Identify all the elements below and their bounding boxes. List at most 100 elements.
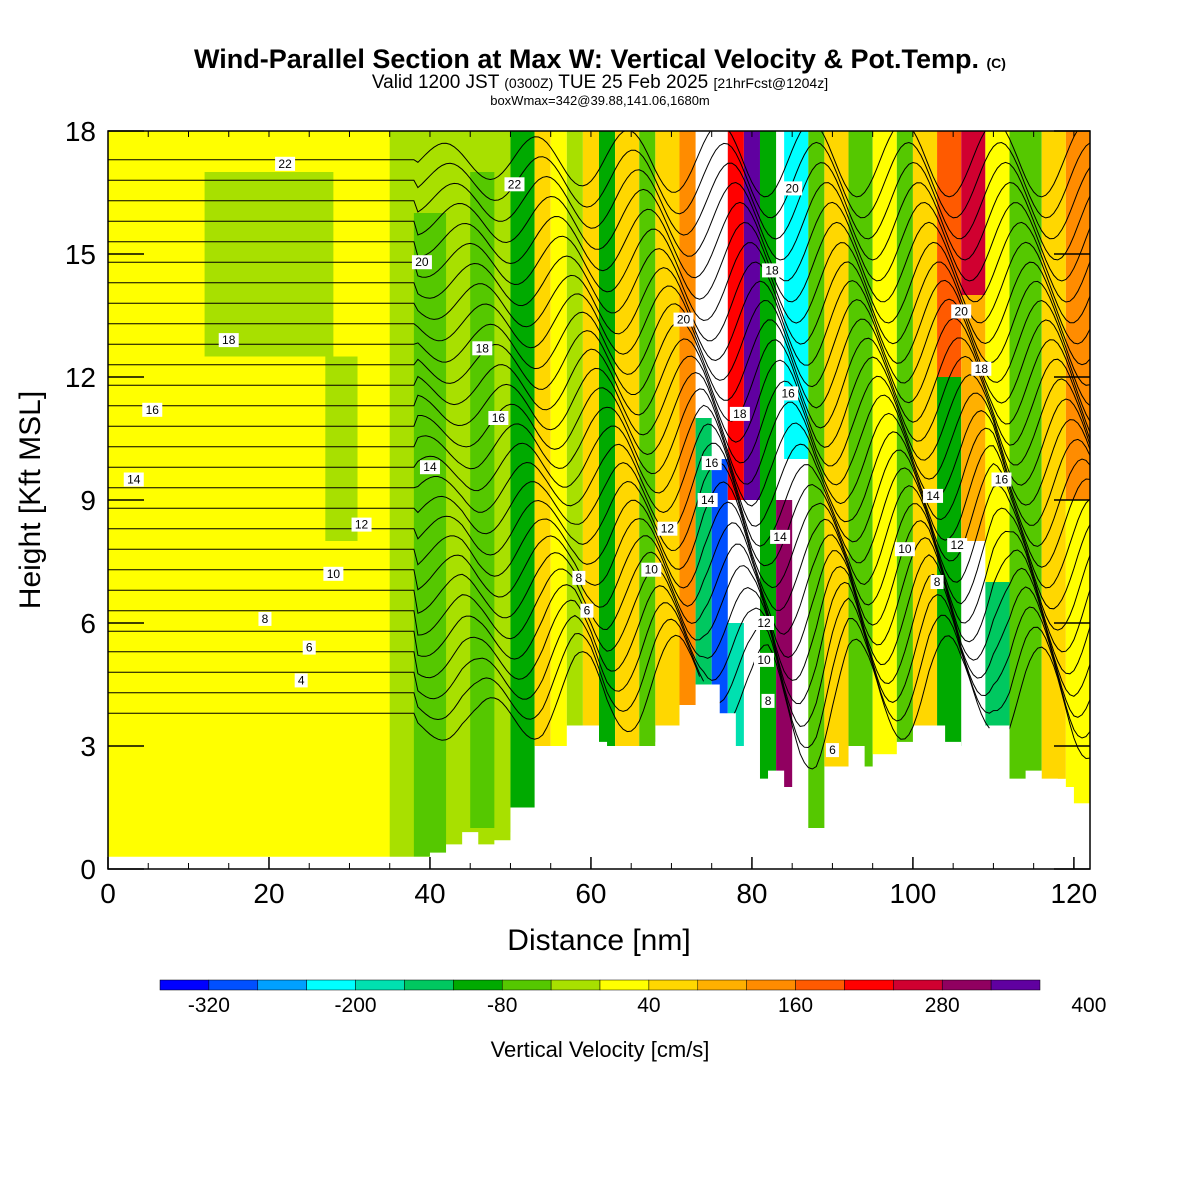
- isentrope-label-31: 8: [761, 693, 775, 708]
- x-tick-label-3: 60: [575, 878, 606, 909]
- velocity-cell-30: [937, 377, 962, 746]
- colorbar-label: Vertical Velocity [cm/s]: [491, 1037, 710, 1062]
- chart-title-text: Wind-Parallel Section at Max W: Vertical…: [194, 44, 979, 74]
- colorbar-swatch-13: [795, 979, 845, 991]
- isentrope-line-17: [108, 317, 1090, 409]
- velocity-cell-1: [204, 172, 334, 357]
- colorbar-swatch-5: [404, 979, 454, 991]
- colorbar-swatch-10: [648, 979, 699, 991]
- isentrope-line-18: [108, 298, 1090, 388]
- isentrope-label-15: 16: [991, 472, 1012, 487]
- isentrope-label-1: 22: [504, 177, 525, 192]
- isentrope-label-text-34: 6: [306, 641, 313, 655]
- subtitle-utc: (0300Z): [504, 75, 554, 91]
- colorbar-swatch-17: [990, 979, 1041, 991]
- isentrope-label-text-32: 8: [934, 575, 941, 589]
- colorbar-swatch-7: [501, 979, 552, 991]
- isentrope-label-text-30: 8: [262, 612, 269, 626]
- isentrope-label-23: 12: [754, 616, 775, 630]
- isentrope-line-27: [108, 131, 1078, 198]
- isentrope-label-25: 10: [323, 566, 344, 581]
- isentrope-label-5: 20: [951, 304, 972, 319]
- isentrope-label-8: 18: [472, 341, 493, 356]
- isentrope-label-box-20: [923, 488, 944, 503]
- y-axis-label: Height [Kft MSL]: [14, 391, 47, 609]
- isentrope-line-23: [108, 201, 1090, 282]
- velocity-cell-25: [824, 131, 849, 767]
- isentrope-label-10: 18: [971, 361, 992, 376]
- velocity-cell-11: [599, 131, 616, 746]
- isentrope-label-35: 6: [825, 743, 839, 758]
- isentrope-label-box-18: [697, 493, 718, 507]
- isentrope-label-text-17: 14: [423, 460, 437, 474]
- isentrope-label-text-12: 16: [492, 411, 506, 425]
- colorbar: -320 -200 -80 40 160 280 400: [159, 979, 1106, 1017]
- isentrope-label-text-8: 18: [476, 341, 490, 355]
- colorbar-tick-label-6: 400: [1071, 994, 1106, 1017]
- isentrope-label-22: 12: [657, 521, 678, 536]
- colorbar-swatch-2: [257, 979, 307, 991]
- x-tick-label-0: 0: [100, 878, 116, 909]
- isentrope-label-box-6: [762, 263, 783, 278]
- isentrope-label-box-17: [419, 460, 440, 475]
- isentrope-line-3: [108, 573, 1090, 705]
- velocity-cell-33: [961, 295, 986, 541]
- chart-subtitle: Valid 1200 JST (0300Z) TUE 25 Feb 2025 […: [0, 72, 1200, 94]
- isentrope-label-17: 14: [419, 460, 440, 475]
- isentrope-line-19: [108, 279, 1090, 366]
- velocity-cell-15: [679, 131, 696, 705]
- x-tick-label-1: 20: [253, 878, 284, 909]
- isentrope-label-text-14: 16: [705, 456, 719, 470]
- isentrope-label-text-4: 20: [677, 313, 691, 327]
- colorbar-swatch-1: [208, 979, 259, 991]
- chart-info: boxWmax=342@39.88,141.06,1680m: [490, 93, 710, 108]
- isentrope-label-text-23: 12: [757, 616, 771, 630]
- isentrope-label-0: 22: [275, 156, 296, 171]
- isentrope-label-32: 8: [930, 575, 944, 589]
- y-tick-label-1: 3: [80, 731, 96, 762]
- isentrope-label-box-25: [323, 566, 344, 581]
- isentrope-line-16: [108, 337, 1090, 429]
- x-tick-label-6: 120: [1051, 878, 1098, 909]
- isentrope-line-4: [108, 554, 1090, 681]
- isentrope-label-box-28: [894, 542, 915, 557]
- velocity-cell-12: [615, 131, 640, 746]
- isentrope-label-11: 16: [142, 402, 163, 417]
- isentrope-label-text-7: 18: [222, 333, 236, 347]
- velocity-cell-8: [550, 131, 567, 746]
- isentrope-label-box-32: [930, 575, 944, 589]
- colorbar-tick-label-3: 40: [637, 994, 660, 1017]
- isentrope-label-box-30: [258, 611, 272, 626]
- isentrope-label-box-29: [572, 570, 586, 585]
- isentrope-label-27: 10: [754, 652, 775, 667]
- isentrope-label-box-12: [488, 411, 509, 425]
- isentrope-label-7: 18: [218, 333, 239, 348]
- isentrope-label-20: 14: [923, 488, 944, 503]
- isentrope-label-29: 8: [572, 570, 586, 585]
- isentrope-label-text-27: 10: [757, 653, 771, 667]
- isentrope-label-34: 6: [302, 640, 316, 655]
- isentrope-label-box-21: [351, 517, 372, 532]
- isentrope-label-box-26: [641, 562, 662, 577]
- colorbar-swatch-8: [550, 979, 601, 991]
- colorbar-swatch-14: [844, 979, 894, 991]
- velocity-cell-14: [655, 131, 680, 726]
- velocity-cell-7: [534, 131, 551, 746]
- velocity-cell-32: [961, 131, 986, 295]
- y-tick-label-0: 0: [80, 854, 96, 885]
- colorbar-tick-label-1: -200: [335, 994, 377, 1017]
- isentrope-lines: [108, 131, 1090, 770]
- colorbar-swatch-16: [941, 979, 992, 991]
- isentrope-label-text-24: 12: [951, 538, 965, 552]
- isentrope-line-20: [108, 261, 1090, 345]
- isentrope-line-8: [108, 481, 1090, 589]
- isentrope-label-box-2: [782, 181, 803, 196]
- isentrope-line-15: [108, 355, 1090, 448]
- isentrope-label-30: 8: [258, 611, 272, 626]
- velocity-cell-29: [912, 131, 938, 726]
- isentrope-label-box-19: [770, 529, 791, 544]
- terrain: [108, 684, 1090, 869]
- isentrope-label-box-16: [123, 472, 144, 487]
- x-tick-label-4: 80: [736, 878, 767, 909]
- isentrope-label-box-7: [218, 333, 239, 348]
